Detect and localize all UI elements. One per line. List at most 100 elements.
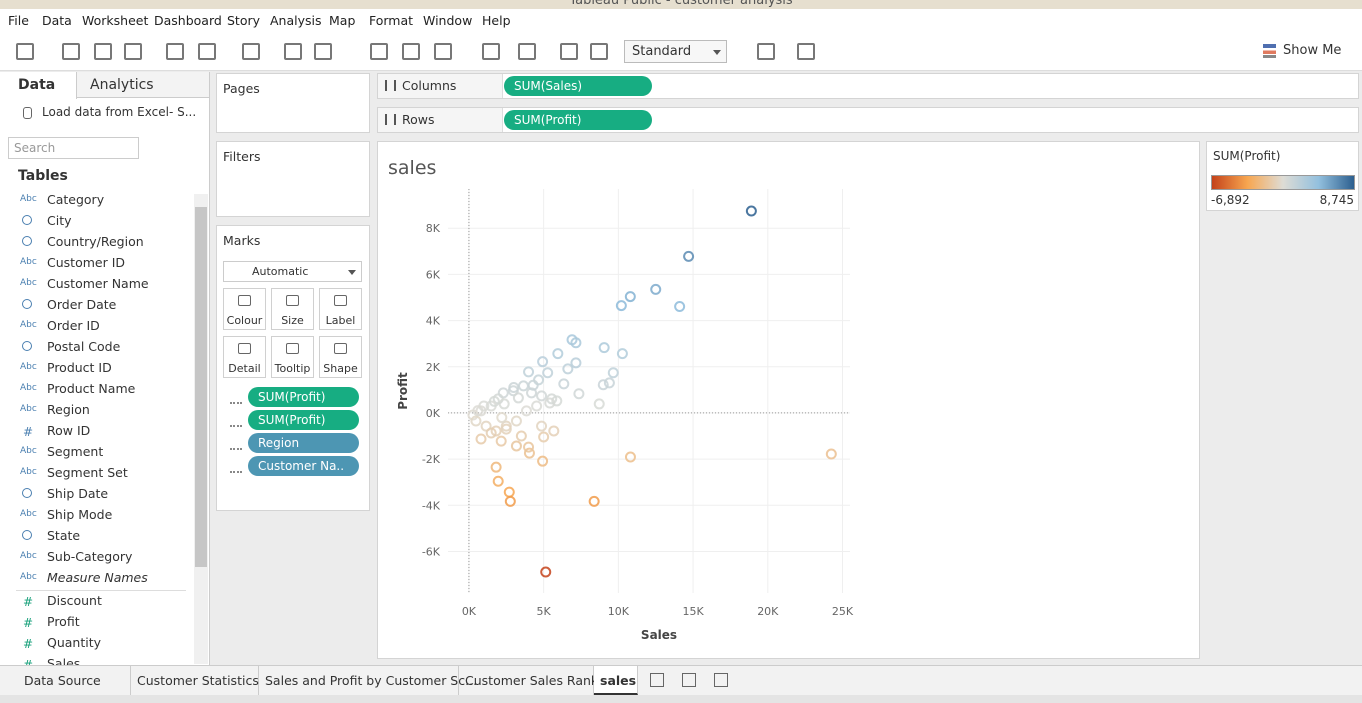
field[interactable]: Customer ID — [47, 255, 126, 270]
field[interactable]: Segment — [47, 444, 104, 459]
toolbar-button[interactable] — [166, 43, 184, 60]
field[interactable]: Sales — [47, 656, 81, 665]
marks-button[interactable]: Detail — [223, 336, 266, 378]
mark-pill[interactable]: Customer Na.. — [248, 456, 359, 476]
menu-item[interactable]: Worksheet — [82, 13, 149, 28]
marks-button[interactable]: Tooltip — [271, 336, 314, 378]
marks-button-icon — [238, 295, 251, 306]
field[interactable]: City — [47, 213, 72, 228]
sheet-tab[interactable]: Sales and Profit by Customer Sc... — [259, 666, 477, 695]
field[interactable]: Segment Set — [47, 465, 128, 480]
marks-button[interactable]: Colour — [223, 288, 266, 330]
field[interactable]: Postal Code — [47, 339, 121, 354]
marks-button[interactable]: Label — [319, 288, 362, 330]
field[interactable]: Product Name — [47, 381, 136, 396]
point — [504, 495, 516, 507]
field[interactable]: Category — [47, 192, 105, 207]
y-tick-label: 6K — [426, 268, 441, 281]
marks-button[interactable]: Shape — [319, 336, 362, 378]
toolbar-button[interactable] — [757, 43, 775, 60]
field[interactable]: Row ID — [47, 423, 91, 438]
menu-item[interactable]: Dashboard — [154, 13, 222, 28]
toolbar-button[interactable] — [94, 43, 112, 60]
sheet-tab[interactable]: Customer Statistics — [131, 666, 259, 695]
search-box[interactable]: Search — [8, 137, 139, 159]
mark-type[interactable]: Automatic — [223, 261, 362, 282]
sheet-tab[interactable]: sales — [594, 666, 638, 695]
toolbar-button[interactable] — [560, 43, 578, 60]
toolbar-button[interactable] — [434, 43, 452, 60]
toolbar-button[interactable] — [797, 43, 815, 60]
shelf-pill[interactable]: SUM(Sales) — [504, 76, 652, 96]
field[interactable]: Discount — [47, 593, 102, 608]
field-icon: Abc — [20, 509, 37, 519]
point — [548, 425, 560, 437]
menu-item[interactable]: Analysis — [270, 13, 322, 28]
point — [538, 431, 550, 443]
point — [562, 363, 574, 375]
field[interactable]: Quantity — [47, 635, 102, 650]
menu-item[interactable]: Window — [423, 13, 473, 28]
field-icon — [22, 488, 32, 498]
show-me[interactable]: Show Me — [1283, 43, 1342, 58]
menu-item[interactable]: Story — [227, 13, 261, 28]
sheet-tabs: Data Source Customer Statistics Sales and … — [0, 665, 1362, 695]
toolbar-button[interactable] — [402, 43, 420, 60]
field[interactable]: Measure Names — [47, 570, 148, 585]
columns-shelf: Columns SUM(Sales) — [377, 73, 1359, 99]
menu-item[interactable]: Help — [482, 13, 511, 28]
point — [624, 291, 636, 303]
toolbar-button[interactable] — [518, 43, 536, 60]
new-sheet-button[interactable] — [650, 673, 664, 687]
shelf-pill[interactable]: SUM(Profit) — [504, 110, 652, 130]
point — [512, 392, 524, 404]
toolbar-button[interactable] — [370, 43, 388, 60]
field[interactable]: State — [47, 528, 81, 543]
toolbar-button[interactable] — [242, 43, 260, 60]
field[interactable]: Region — [47, 402, 90, 417]
menu-item[interactable]: File — [8, 13, 29, 28]
toolbar-button[interactable] — [482, 43, 500, 60]
new-sheet-button[interactable] — [714, 673, 728, 687]
side-tab-label[interactable]: Data — [18, 77, 56, 93]
new-sheet-button[interactable] — [682, 673, 696, 687]
sheet-tab[interactable]: Data Source — [0, 666, 131, 695]
toolbar-button[interactable] — [284, 43, 302, 60]
side-tab-label[interactable]: Analytics — [90, 77, 154, 93]
menu-item[interactable]: Format — [369, 13, 414, 28]
toolbar-button[interactable] — [16, 43, 34, 60]
point — [510, 440, 522, 452]
field[interactable]: Customer Name — [47, 276, 149, 291]
field[interactable]: Ship Mode — [47, 507, 113, 522]
point — [523, 447, 535, 459]
mark-pill[interactable]: SUM(Profit) — [248, 410, 359, 430]
toolbar-button[interactable] — [314, 43, 332, 60]
field[interactable]: Product ID — [47, 360, 112, 375]
data-source[interactable]: Load data from Excel- S... — [42, 105, 197, 119]
field-icon: # — [23, 425, 34, 439]
field[interactable]: Order ID — [47, 318, 100, 333]
field[interactable]: Ship Date — [47, 486, 109, 501]
toolbar-button[interactable] — [590, 43, 608, 60]
fit-dropdown[interactable]: Standard — [624, 40, 727, 63]
pages-shelf: Pages — [216, 73, 370, 133]
mark-pill[interactable]: SUM(Profit) — [248, 387, 359, 407]
menu-item[interactable]: Data — [42, 13, 72, 28]
sheet-tab[interactable]: Customer Sales Rank — [459, 666, 598, 695]
point — [517, 380, 529, 392]
toolbar-button[interactable] — [124, 43, 142, 60]
toolbar-button[interactable] — [62, 43, 80, 60]
mark-pill[interactable]: Region — [248, 433, 359, 453]
mark-type-value: Automatic — [252, 265, 309, 278]
search-placeholder: Search — [14, 141, 56, 155]
field[interactable]: Order Date — [47, 297, 117, 312]
toolbar-button[interactable] — [198, 43, 216, 60]
menu-item[interactable]: Map — [329, 13, 356, 28]
field[interactable]: Profit — [47, 614, 80, 629]
shelf-icon — [385, 114, 396, 125]
y-tick-label: 4K — [426, 315, 441, 328]
marks-button[interactable]: Size — [271, 288, 314, 330]
field[interactable]: Sub-Category — [47, 549, 133, 564]
marks-button-icon — [334, 343, 347, 354]
field[interactable]: Country/Region — [47, 234, 144, 249]
